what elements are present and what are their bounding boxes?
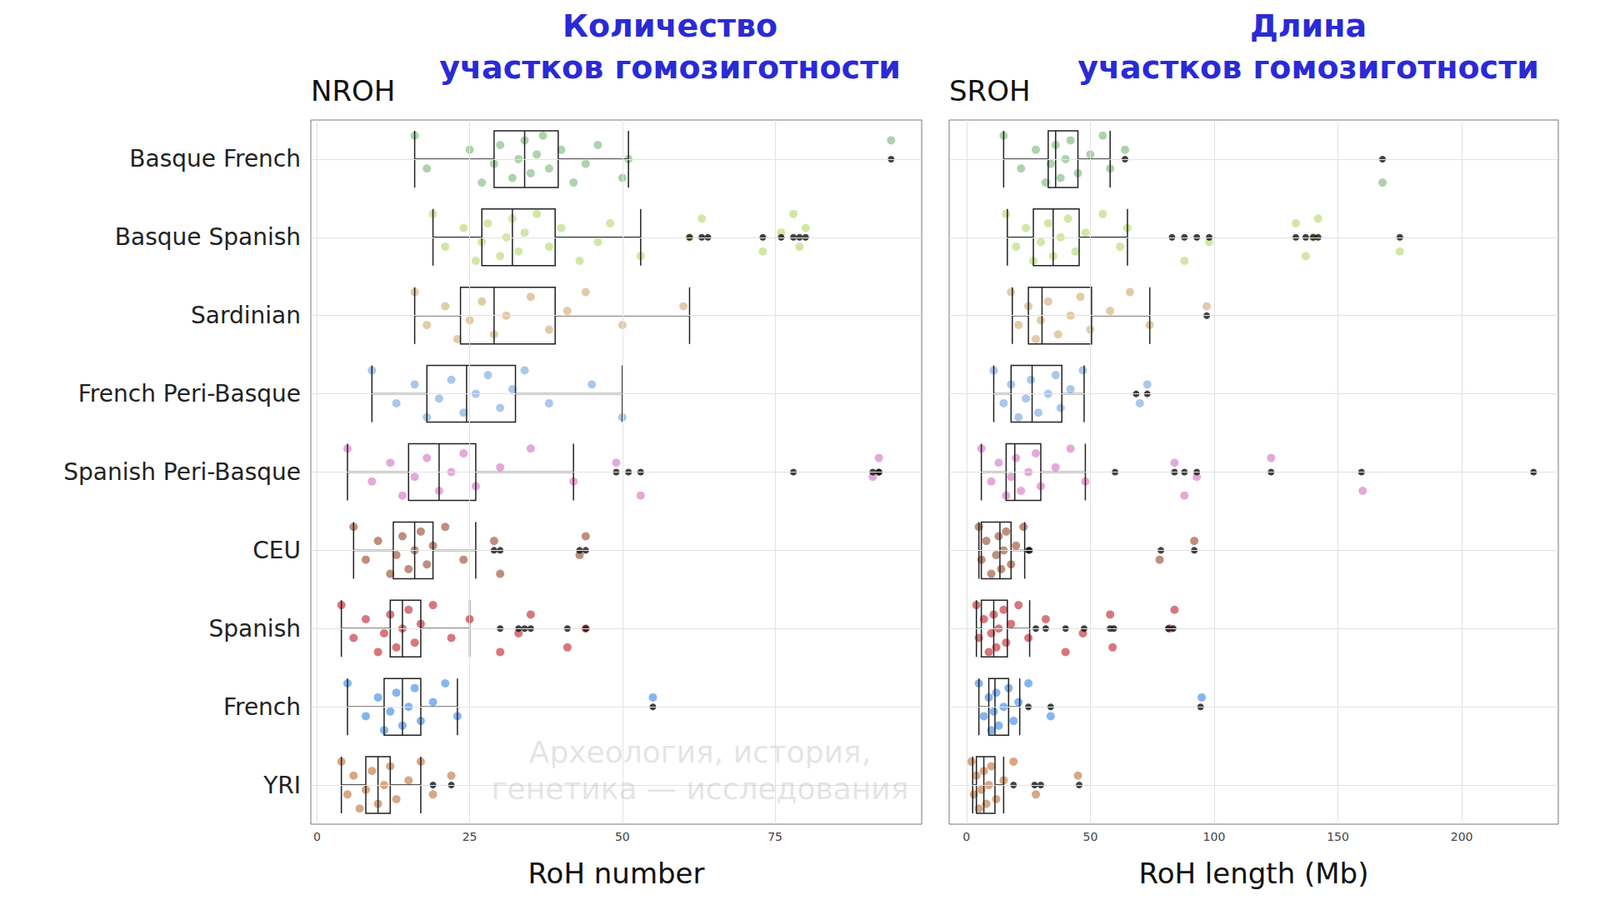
svg-text:CEU: CEU [252,536,301,565]
svg-text:Basque Spanish: Basque Spanish [115,223,301,251]
svg-text:SROH: SROH [949,74,1031,108]
svg-text:200: 200 [1450,830,1474,844]
svg-text:Sardinian: Sardinian [190,301,301,330]
svg-text:Spanish Peri-Basque: Spanish Peri-Basque [63,458,301,486]
svg-text:RoH number: RoH number [528,856,705,890]
svg-text:участков гомозиготности: участков гомозиготности [1077,49,1540,86]
svg-text:150: 150 [1326,830,1350,844]
svg-text:RoH length (Mb): RoH length (Mb) [1139,856,1370,890]
svg-text:Spanish: Spanish [208,615,301,643]
svg-text:Длина: Длина [1250,7,1367,45]
svg-text:50: 50 [1082,830,1098,844]
svg-text:Basque French: Basque French [129,145,301,173]
svg-text:75: 75 [767,830,783,844]
svg-text:YRI: YRI [262,771,301,800]
svg-text:Археология, история,: Археология, история, [529,735,871,770]
svg-text:French: French [223,693,301,721]
svg-text:50: 50 [615,830,630,844]
svg-text:French Peri-Basque: French Peri-Basque [78,380,301,408]
svg-text:0: 0 [313,830,321,844]
svg-text:генетика — исследования: генетика — исследования [491,771,910,806]
svg-text:100: 100 [1203,830,1226,844]
svg-text:0: 0 [962,830,970,844]
svg-text:участков гомозиготности: участков гомозиготности [439,49,901,86]
svg-text:25: 25 [462,830,478,844]
svg-text:NROH: NROH [310,74,395,108]
svg-text:Количество: Количество [562,7,778,45]
